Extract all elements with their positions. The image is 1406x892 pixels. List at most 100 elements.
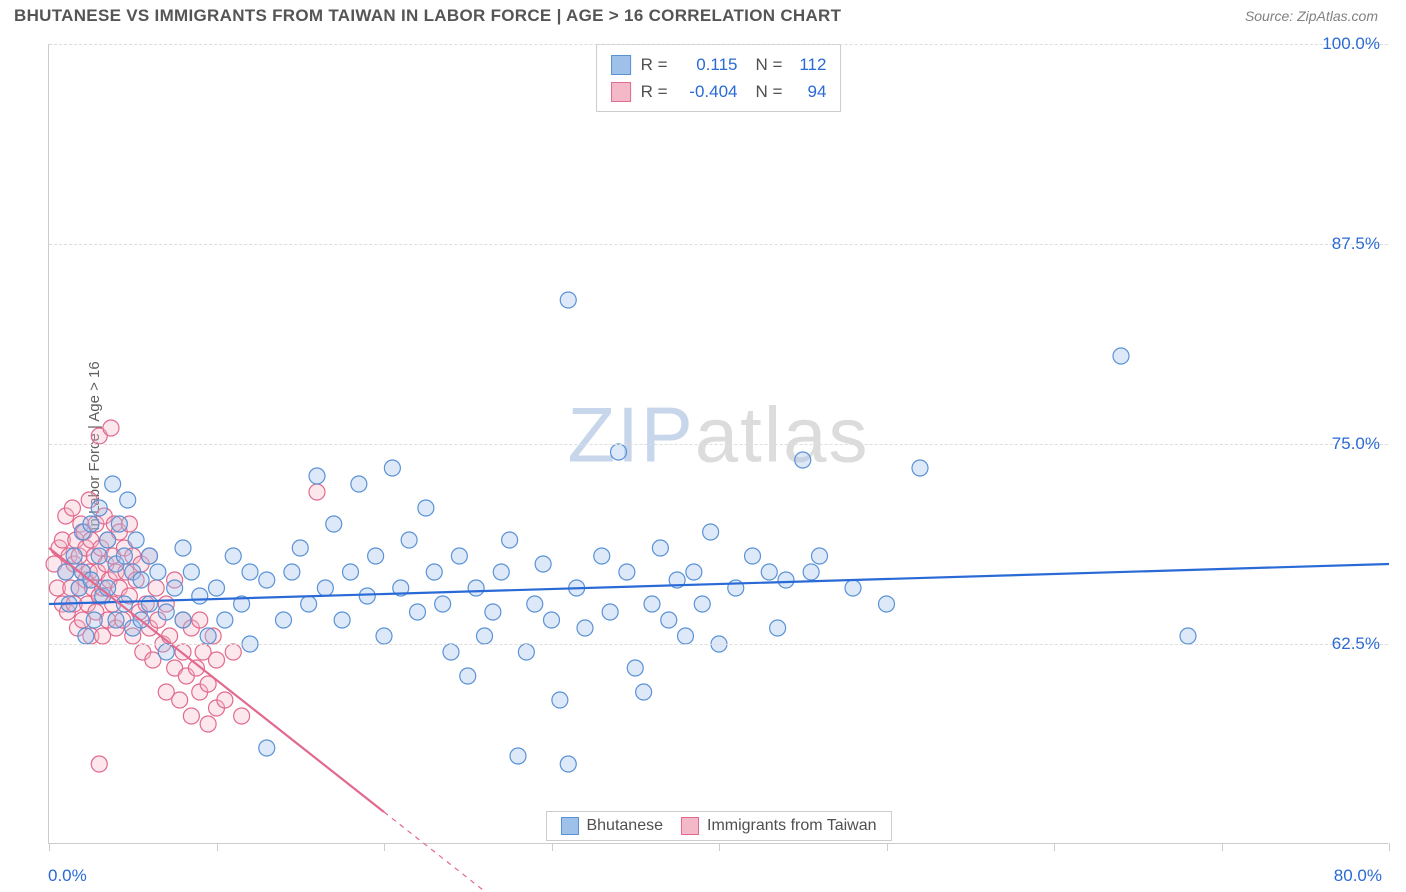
x-axis-min: 0.0% <box>48 866 87 886</box>
marker-taiwan <box>234 708 250 724</box>
marker-bhutanese <box>142 596 158 612</box>
marker-bhutanese <box>627 660 643 676</box>
marker-bhutanese <box>259 740 275 756</box>
marker-bhutanese <box>778 572 794 588</box>
marker-bhutanese <box>703 524 719 540</box>
legend-label-bhutanese: Bhutanese <box>586 817 663 835</box>
marker-bhutanese <box>493 564 509 580</box>
marker-bhutanese <box>292 540 308 556</box>
marker-taiwan <box>200 716 216 732</box>
marker-bhutanese <box>217 612 233 628</box>
legend-row-taiwan: R = -0.404 N = 94 <box>611 78 827 105</box>
n-label: N = <box>756 51 783 78</box>
marker-bhutanese <box>477 628 493 644</box>
marker-bhutanese <box>334 612 350 628</box>
marker-bhutanese <box>158 644 174 660</box>
marker-bhutanese <box>745 548 761 564</box>
marker-bhutanese <box>527 596 543 612</box>
r-label: R = <box>641 51 668 78</box>
swatch-bhutanese <box>560 817 578 835</box>
marker-taiwan <box>309 484 325 500</box>
plot-area: ZIPatlas R = 0.115 N = 112 R = -0.404 N … <box>48 44 1388 844</box>
marker-bhutanese <box>544 612 560 628</box>
x-axis-max: 80.0% <box>1334 866 1382 886</box>
marker-bhutanese <box>359 588 375 604</box>
marker-bhutanese <box>175 612 191 628</box>
marker-bhutanese <box>485 604 501 620</box>
marker-bhutanese <box>158 604 174 620</box>
marker-bhutanese <box>108 612 124 628</box>
marker-bhutanese <box>368 548 384 564</box>
marker-bhutanese <box>879 596 895 612</box>
series-legend: Bhutanese Immigrants from Taiwan <box>545 811 891 841</box>
y-tick-label: 100.0% <box>1322 34 1380 54</box>
marker-bhutanese <box>803 564 819 580</box>
marker-bhutanese <box>242 564 258 580</box>
marker-taiwan <box>162 628 178 644</box>
marker-bhutanese <box>133 572 149 588</box>
marker-bhutanese <box>652 540 668 556</box>
marker-bhutanese <box>78 628 94 644</box>
x-tick <box>552 843 553 851</box>
x-tick <box>49 843 50 851</box>
marker-bhutanese <box>636 684 652 700</box>
marker-taiwan <box>172 692 188 708</box>
marker-bhutanese <box>410 604 426 620</box>
marker-taiwan <box>225 644 241 660</box>
marker-bhutanese <box>451 548 467 564</box>
marker-bhutanese <box>577 620 593 636</box>
marker-bhutanese <box>343 564 359 580</box>
marker-bhutanese <box>845 580 861 596</box>
x-tick <box>887 843 888 851</box>
n-value-taiwan: 94 <box>792 78 826 105</box>
marker-bhutanese <box>111 516 127 532</box>
r-value-bhutanese: 0.115 <box>678 51 738 78</box>
marker-bhutanese <box>686 564 702 580</box>
marker-taiwan <box>103 420 119 436</box>
chart-source: Source: ZipAtlas.com <box>1245 8 1378 24</box>
marker-bhutanese <box>384 460 400 476</box>
marker-taiwan <box>183 708 199 724</box>
marker-bhutanese <box>167 580 183 596</box>
gridline <box>49 444 1388 445</box>
marker-bhutanese <box>644 596 660 612</box>
marker-bhutanese <box>376 628 392 644</box>
marker-bhutanese <box>418 500 434 516</box>
marker-bhutanese <box>1180 628 1196 644</box>
marker-bhutanese <box>435 596 451 612</box>
gridline <box>49 44 1388 45</box>
marker-bhutanese <box>301 596 317 612</box>
y-tick-label: 75.0% <box>1332 434 1380 454</box>
marker-taiwan <box>217 692 233 708</box>
marker-bhutanese <box>611 444 627 460</box>
marker-taiwan <box>192 612 208 628</box>
marker-bhutanese <box>120 492 136 508</box>
marker-bhutanese <box>284 564 300 580</box>
marker-bhutanese <box>309 468 325 484</box>
marker-bhutanese <box>142 548 158 564</box>
marker-bhutanese <box>259 572 275 588</box>
marker-bhutanese <box>912 460 928 476</box>
marker-bhutanese <box>502 532 518 548</box>
marker-bhutanese <box>594 548 610 564</box>
y-tick-label: 62.5% <box>1332 634 1380 654</box>
marker-bhutanese <box>661 612 677 628</box>
marker-bhutanese <box>560 756 576 772</box>
marker-bhutanese <box>619 564 635 580</box>
marker-bhutanese <box>560 292 576 308</box>
marker-bhutanese <box>770 620 786 636</box>
gridline <box>49 244 1388 245</box>
marker-bhutanese <box>116 548 132 564</box>
marker-bhutanese <box>175 540 191 556</box>
marker-bhutanese <box>128 532 144 548</box>
marker-taiwan <box>91 756 107 772</box>
marker-bhutanese <box>694 596 710 612</box>
marker-taiwan <box>209 652 225 668</box>
marker-bhutanese <box>401 532 417 548</box>
marker-bhutanese <box>351 476 367 492</box>
marker-bhutanese <box>443 644 459 660</box>
marker-bhutanese <box>91 548 107 564</box>
marker-bhutanese <box>510 748 526 764</box>
x-tick <box>719 843 720 851</box>
marker-bhutanese <box>468 580 484 596</box>
